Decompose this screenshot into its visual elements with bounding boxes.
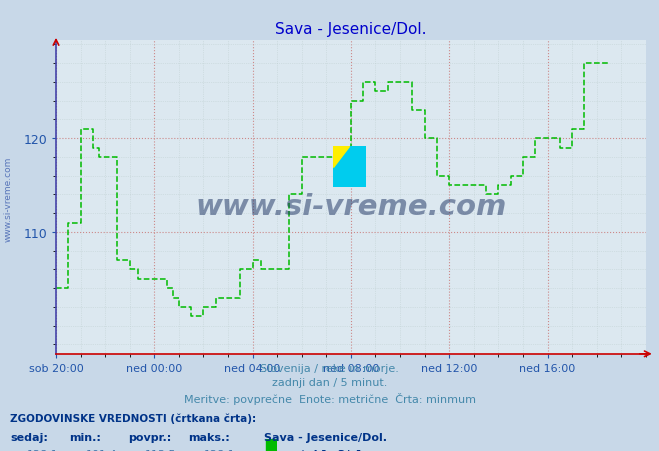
Text: povpr.:: povpr.: (129, 432, 172, 442)
Polygon shape (333, 147, 349, 167)
Text: Sava - Jesenice/Dol.: Sava - Jesenice/Dol. (264, 432, 387, 442)
Text: zadnji dan / 5 minut.: zadnji dan / 5 minut. (272, 377, 387, 387)
Title: Sava - Jesenice/Dol.: Sava - Jesenice/Dol. (275, 22, 426, 37)
Text: 128,1: 128,1 (26, 449, 58, 451)
Text: 128,1: 128,1 (204, 449, 236, 451)
Text: pretok[m3/s]: pretok[m3/s] (280, 449, 361, 451)
Text: Meritve: povprečne  Enote: metrične  Črta: minmum: Meritve: povprečne Enote: metrične Črta:… (183, 392, 476, 404)
Text: maks.:: maks.: (188, 432, 229, 442)
Polygon shape (333, 147, 366, 188)
Text: sedaj:: sedaj: (10, 432, 47, 442)
Text: www.si-vreme.com: www.si-vreme.com (3, 156, 13, 241)
Text: 113,5: 113,5 (145, 449, 177, 451)
Text: min.:: min.: (69, 432, 101, 442)
Polygon shape (333, 147, 366, 188)
Text: 101,4: 101,4 (86, 449, 117, 451)
Text: ZGODOVINSKE VREDNOSTI (črtkana črta):: ZGODOVINSKE VREDNOSTI (črtkana črta): (10, 413, 256, 423)
Text: www.si-vreme.com: www.si-vreme.com (195, 193, 507, 221)
Text: Slovenija / reke in morje.: Slovenija / reke in morje. (260, 363, 399, 373)
